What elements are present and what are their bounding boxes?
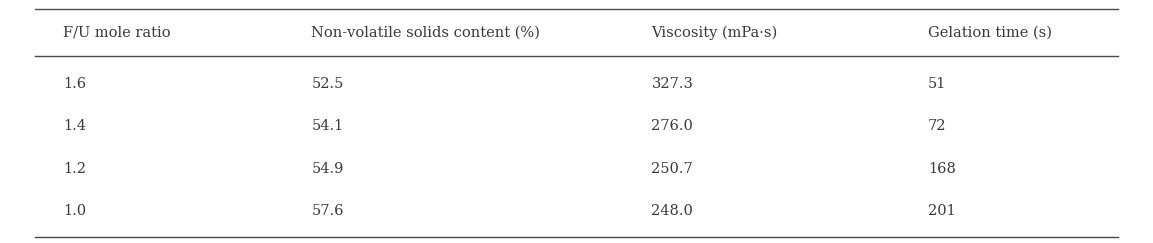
Text: 1.2: 1.2: [63, 162, 86, 176]
Text: Non-volatile solids content (%): Non-volatile solids content (%): [311, 26, 541, 40]
Text: 52.5: 52.5: [311, 77, 344, 91]
Text: 72: 72: [928, 119, 947, 133]
Text: 54.9: 54.9: [311, 162, 344, 176]
Text: 1.6: 1.6: [63, 77, 86, 91]
Text: 248.0: 248.0: [651, 204, 693, 218]
Text: 1.0: 1.0: [63, 204, 86, 218]
Text: 276.0: 276.0: [651, 119, 693, 133]
Text: 327.3: 327.3: [651, 77, 693, 91]
Text: 201: 201: [928, 204, 956, 218]
Text: Gelation time (s): Gelation time (s): [928, 26, 1053, 40]
Text: 54.1: 54.1: [311, 119, 344, 133]
Text: F/U mole ratio: F/U mole ratio: [63, 26, 171, 40]
Text: 51: 51: [928, 77, 947, 91]
Text: 250.7: 250.7: [651, 162, 693, 176]
Text: 1.4: 1.4: [63, 119, 86, 133]
Text: 168: 168: [928, 162, 956, 176]
Text: Viscosity (mPa·s): Viscosity (mPa·s): [651, 26, 777, 40]
Text: 57.6: 57.6: [311, 204, 344, 218]
